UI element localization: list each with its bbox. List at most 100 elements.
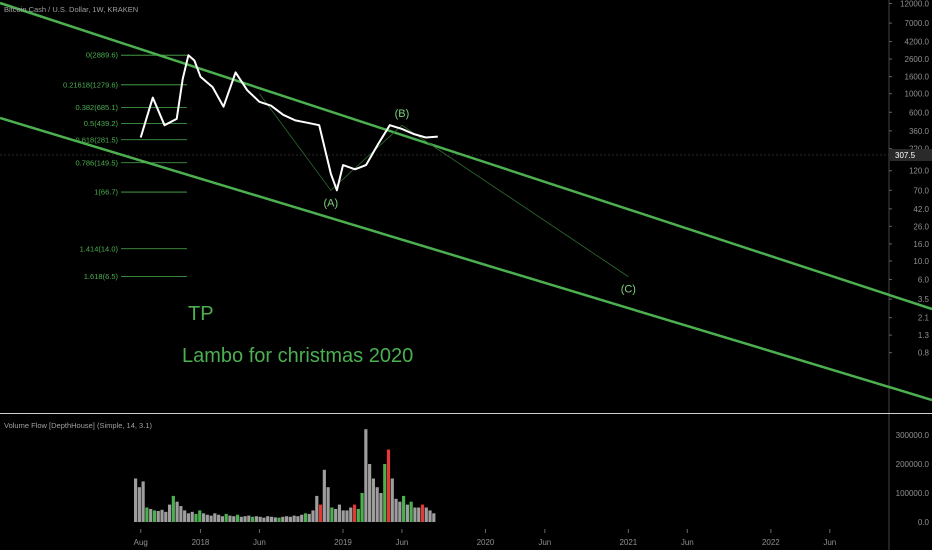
volume-bar (194, 513, 198, 522)
volume-bar (220, 516, 224, 522)
time-tick-label: Aug (134, 538, 148, 547)
volume-bar (156, 510, 160, 522)
volume-bar (322, 469, 326, 522)
price-tick-label: 1.3 (918, 331, 930, 340)
channel-upper-line (0, 1, 932, 311)
price-tick-label: 4200.0 (905, 38, 930, 47)
volume-bar (330, 507, 334, 522)
volume-bar (318, 504, 323, 522)
fib-level-label: 0(2889.6) (86, 51, 119, 60)
volume-bar (228, 515, 232, 522)
volume-bar (398, 501, 402, 522)
price-tick-label: 2600.0 (905, 55, 930, 64)
fib-level-label: 0.786(149.5) (75, 158, 118, 167)
wave-label: (C) (621, 284, 636, 296)
volume-bar (266, 516, 270, 522)
price-tick-label: 600.0 (909, 108, 930, 117)
volume-bar (337, 504, 342, 522)
volume-tick-label: 300000.0 (896, 431, 930, 440)
volume-bar (179, 506, 183, 522)
price-line (139, 54, 438, 192)
tp-annotation: TP (188, 303, 214, 325)
price-tick-label: 16.0 (913, 240, 929, 249)
volume-bar (432, 513, 436, 522)
volume-bar (345, 510, 349, 522)
time-tick-label: Jun (538, 538, 551, 547)
time-tick-label: Jun (253, 538, 266, 547)
volume-bar (183, 510, 187, 522)
volume-bar (390, 478, 394, 522)
volume-bar (171, 495, 175, 522)
volume-bar (213, 513, 217, 522)
volume-bar (386, 449, 391, 522)
volume-bar (405, 504, 409, 522)
volume-bar (326, 487, 330, 522)
volume-bar (167, 504, 172, 522)
price-tick-label: 120.0 (909, 167, 930, 176)
price-tick-label: 12000.0 (900, 0, 929, 9)
wave-label: (A) (324, 197, 339, 209)
volume-bar (371, 478, 375, 522)
volume-bar (281, 516, 285, 522)
fib-level-label: 0.618(281.5) (75, 135, 118, 144)
volume-bar (428, 510, 432, 522)
volume-tick-label: 0.0 (918, 518, 930, 527)
price-tick-label: 6.0 (918, 276, 930, 285)
price-tick-label: 42.0 (913, 205, 929, 214)
volume-bar (402, 495, 406, 522)
volume-bar (262, 517, 266, 522)
volume-bar (273, 517, 277, 522)
volume-bar (417, 507, 421, 522)
volume-bar (190, 511, 194, 522)
fib-level-label: 0.5(439.2) (84, 119, 119, 128)
volume-bar (394, 498, 398, 522)
volume-bar (198, 510, 202, 522)
time-tick-label: Jun (681, 538, 694, 547)
volume-bar (375, 487, 379, 522)
price-tick-label: 7000.0 (905, 19, 930, 28)
price-tick-label: 26.0 (913, 222, 929, 231)
time-tick-label: Jun (823, 538, 836, 547)
price-tick-label: 3.5 (918, 295, 930, 304)
fib-level-label: 1(66.7) (94, 188, 118, 197)
volume-tick-label: 200000.0 (896, 460, 930, 469)
volume-bar (254, 516, 258, 522)
volume-bar (300, 514, 304, 522)
volume-bar (409, 501, 413, 522)
price-tick-label: 70.0 (913, 186, 929, 195)
volume-bar (277, 517, 281, 522)
volume-bar (349, 507, 353, 522)
time-tick-label: 2018 (192, 538, 210, 547)
wave-projection-line (259, 93, 629, 277)
volume-bar (235, 514, 240, 522)
volume-bar (424, 507, 428, 522)
caption-annotation: Lambo for christmas 2020 (182, 345, 413, 367)
price-tick-label: 1000.0 (905, 90, 930, 99)
time-tick-label: Jun (395, 538, 408, 547)
volume-bar (134, 478, 138, 522)
wave-label: (B) (395, 108, 410, 120)
volume-bar (356, 508, 360, 522)
volume-tick-label: 100000.0 (896, 489, 930, 498)
svg-text:307.5: 307.5 (895, 151, 916, 160)
price-tick-label: 1600.0 (905, 73, 930, 82)
volume-bar (217, 514, 221, 522)
volume-bar (307, 513, 311, 522)
volume-bar (334, 508, 338, 522)
volume-indicator-title: Volume Flow [DepthHouse] (Simple, 14, 3.… (4, 421, 152, 430)
volume-bar (137, 487, 141, 522)
volume-bar (364, 429, 368, 522)
volume-bar (352, 504, 357, 522)
volume-bar (164, 511, 168, 522)
volume-bar (247, 515, 251, 522)
volume-bar (145, 507, 149, 522)
volume-bar (360, 493, 364, 522)
volume-bar (258, 516, 262, 522)
volume-bar (341, 510, 345, 522)
volume-bar (205, 514, 209, 522)
volume-bar (285, 516, 289, 522)
volume-bar (288, 516, 292, 522)
price-tick-label: 0.8 (918, 349, 930, 358)
fib-level-label: 0.382(685.1) (75, 103, 118, 112)
